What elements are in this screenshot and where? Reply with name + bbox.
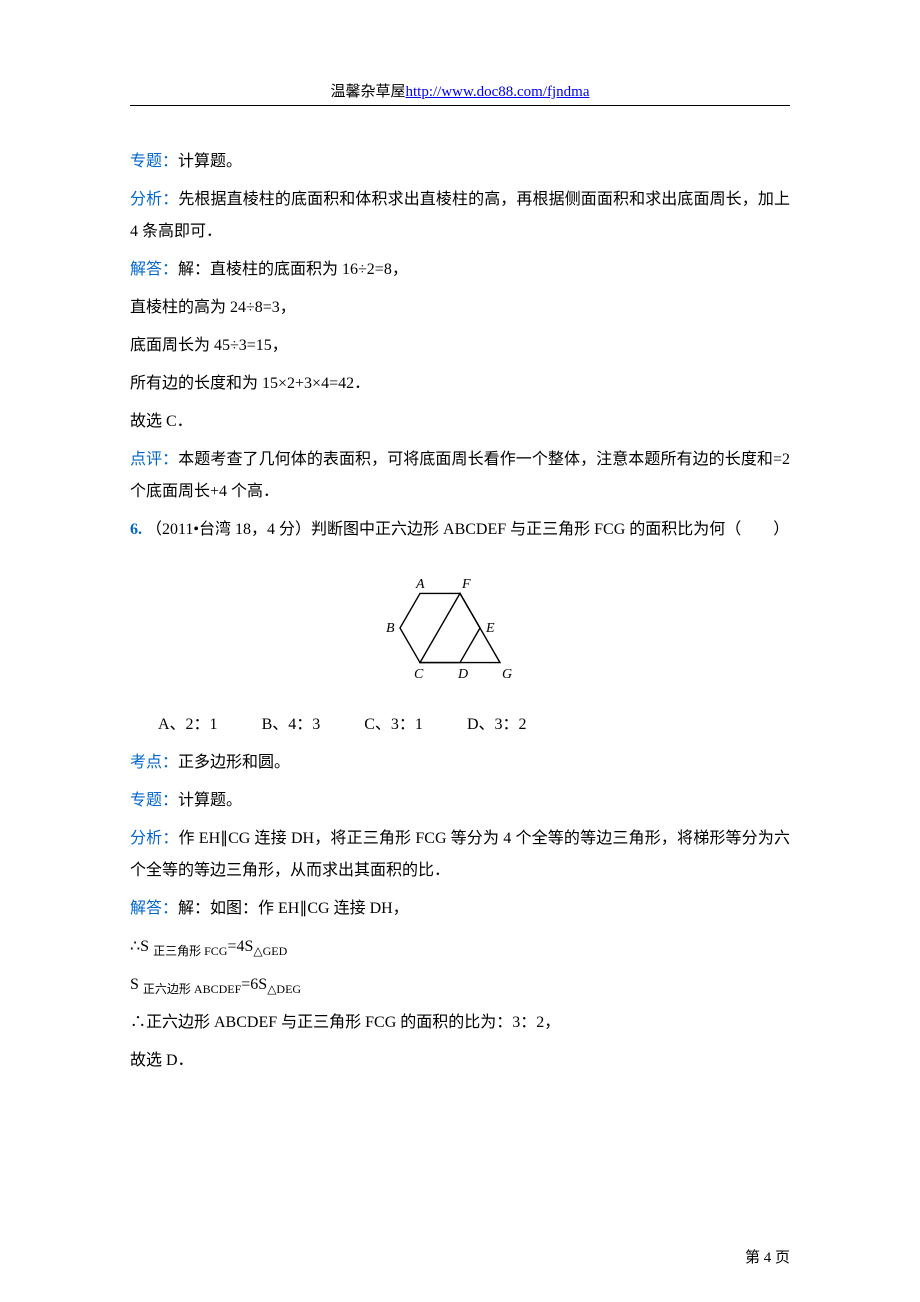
q6-stem-text: （2011•台湾 18，4 分）判断图中正六边形 ABCDEF 与正三角形 FC… [146, 521, 789, 538]
dianping-label: 点评： [130, 451, 178, 468]
q6-fenxi-label: 分析： [130, 830, 178, 847]
zhuanti-text: 计算题。 [178, 153, 242, 170]
s5-jieda-3: 底面周长为 45÷3=15， [130, 330, 790, 362]
jieda-label: 解答： [130, 261, 178, 278]
header-rule [130, 105, 790, 106]
kaodian-label: 考点： [130, 754, 178, 771]
q6-fenxi: 分析：作 EH∥CG 连接 DH，将正三角形 FCG 等分为 4 个全等的等边三… [130, 823, 790, 887]
label-C: C [414, 667, 424, 682]
label-F: F [461, 577, 471, 592]
q6-j3sub2: △DEG [267, 982, 301, 996]
hexagon-triangle-svg: A F E D C B G [340, 558, 580, 698]
dianping-text: 本题考查了几何体的表面积，可将底面周长看作一个整体，注意本题所有边的长度和=2 … [130, 451, 790, 500]
q6-j2sub: 正三角形 FCG [153, 944, 227, 958]
q6-diagram: A F E D C B G [130, 558, 790, 703]
s5-fenxi: 分析：先根据直棱柱的底面积和体积求出直棱柱的高，再根据侧面面积和求出底面周长，加… [130, 184, 790, 248]
zhuanti-label: 专题： [130, 153, 178, 170]
q6-kaodian: 考点：正多边形和圆。 [130, 747, 790, 779]
page-header: 温馨杂草屋http://www.doc88.com/fjndma [130, 80, 790, 101]
q6-zhuanti-text: 计算题。 [178, 792, 242, 809]
q6-stem: 6. （2011•台湾 18，4 分）判断图中正六边形 ABCDEF 与正三角形… [130, 514, 790, 546]
header-prefix: 温馨杂草屋 [330, 84, 405, 100]
fenxi-label: 分析： [130, 191, 178, 208]
q6-optC: C、3：1 [364, 709, 423, 741]
label-A: A [415, 577, 425, 592]
q6-j2a: ∴S [130, 938, 153, 955]
q6-jieda-text-1: 解：如图：作 EH∥CG 连接 DH， [178, 900, 409, 917]
q6-jieda-3: S 正六边形 ABCDEF=6S△DEG [130, 969, 790, 1001]
q6-jieda-label: 解答： [130, 900, 178, 917]
q6-jieda-1: 解答：解：如图：作 EH∥CG 连接 DH， [130, 893, 790, 925]
q6-jieda-5: 故选 D． [130, 1045, 790, 1077]
header-link[interactable]: http://www.doc88.com/fjndma [406, 84, 590, 100]
s5-jieda-4: 所有边的长度和为 15×2+3×4=42． [130, 368, 790, 400]
q6-jieda-2: ∴S 正三角形 FCG=4S△GED [130, 931, 790, 963]
q6-jieda-4: ∴正六边形 ABCDEF 与正三角形 FCG 的面积的比为：3：2， [130, 1007, 790, 1039]
page-footer: 第 4 页 [745, 1246, 790, 1267]
label-B: B [386, 621, 395, 636]
s5-jieda-1: 解答：解：直棱柱的底面积为 16÷2=8， [130, 254, 790, 286]
q6-options: A、2：1 B、4：3 C、3：1 D、3：2 [158, 709, 790, 741]
q6-number: 6. [130, 521, 142, 538]
q6-fenxi-text: 作 EH∥CG 连接 DH，将正三角形 FCG 等分为 4 个全等的等边三角形，… [130, 830, 790, 879]
jieda-text-1: 解：直棱柱的底面积为 16÷2=8， [178, 261, 408, 278]
q6-zhuanti: 专题：计算题。 [130, 785, 790, 817]
fenxi-text: 先根据直棱柱的底面积和体积求出直棱柱的高，再根据侧面面积和求出底面周长，加上 4… [130, 191, 790, 240]
label-G: G [502, 667, 512, 682]
s5-jieda-5: 故选 C． [130, 406, 790, 438]
page: 温馨杂草屋http://www.doc88.com/fjndma 专题：计算题。… [0, 0, 920, 1302]
q6-optD: D、3：2 [467, 709, 527, 741]
label-D: D [457, 667, 468, 682]
s5-dianping: 点评：本题考查了几何体的表面积，可将底面周长看作一个整体，注意本题所有边的长度和… [130, 444, 790, 508]
label-E: E [485, 621, 495, 636]
kaodian-text: 正多边形和圆。 [178, 754, 290, 771]
q6-zhuanti-label: 专题： [130, 792, 178, 809]
q6-j2b: =4S [227, 938, 253, 955]
q6-optB: B、4：3 [262, 709, 321, 741]
s5-jieda-2: 直棱柱的高为 24÷8=3， [130, 292, 790, 324]
q6-j2sub2: △GED [253, 944, 287, 958]
q6-j3a: S [130, 976, 143, 993]
s5-zhuanti: 专题：计算题。 [130, 146, 790, 178]
q6-j3b: =6S [241, 976, 267, 993]
q6-j3sub: 正六边形 ABCDEF [143, 982, 241, 996]
q6-optA: A、2：1 [158, 709, 218, 741]
